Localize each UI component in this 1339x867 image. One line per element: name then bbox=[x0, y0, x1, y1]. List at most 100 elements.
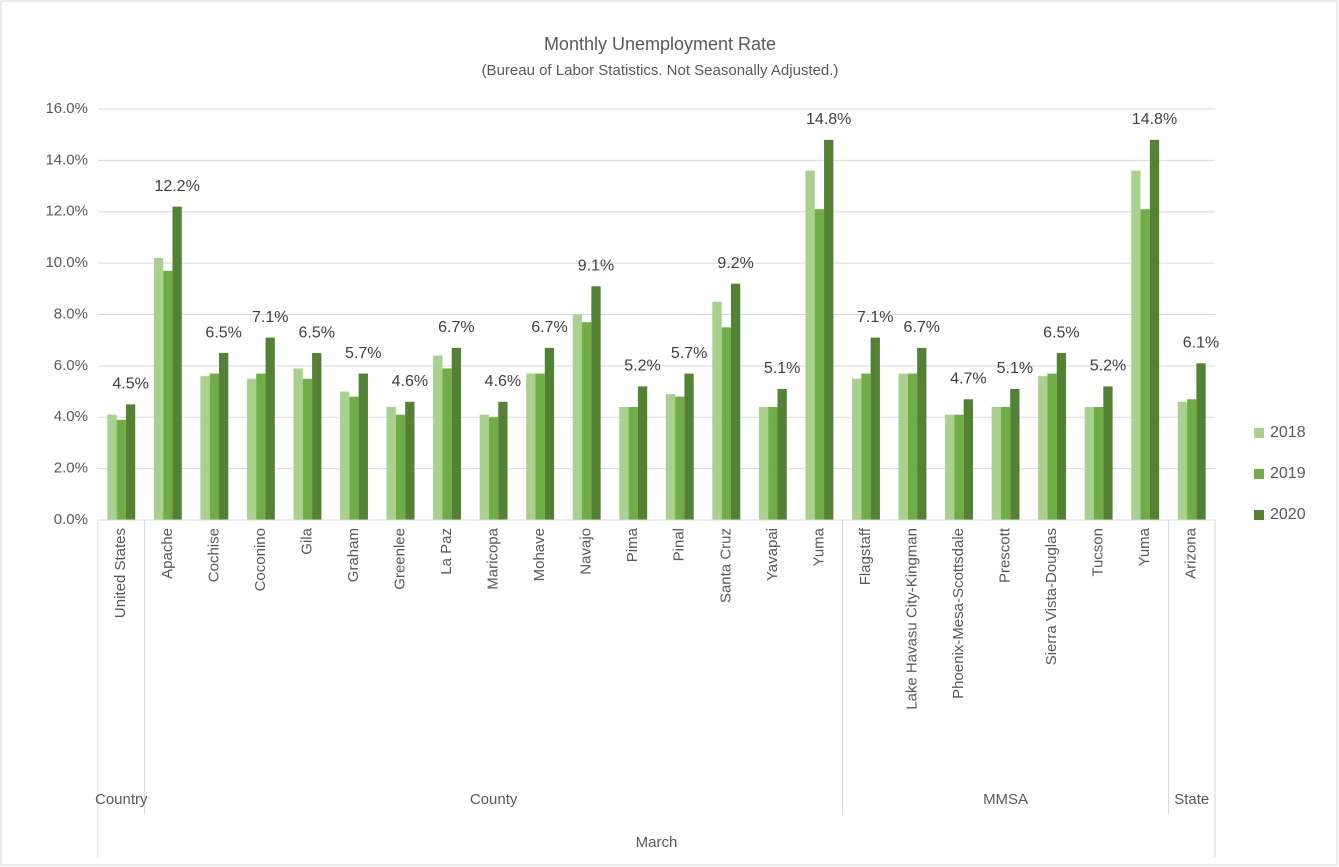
chart-title: Monthly Unemployment Rate bbox=[544, 34, 776, 54]
bar bbox=[265, 337, 275, 520]
data-label: 6.7% bbox=[531, 319, 567, 336]
bar bbox=[712, 301, 722, 520]
x-tick-label: Greenlee bbox=[391, 528, 408, 590]
data-label: 5.2% bbox=[1090, 358, 1126, 375]
x-tick-label: Flagstaff bbox=[857, 527, 874, 585]
x-tick-label: La Paz bbox=[438, 528, 455, 575]
bar bbox=[116, 419, 126, 520]
bar bbox=[163, 270, 173, 520]
data-label: 6.7% bbox=[904, 319, 940, 336]
bar bbox=[675, 396, 685, 520]
bar bbox=[991, 406, 1001, 520]
bar bbox=[861, 373, 871, 520]
x-tick-label: Maricopa bbox=[485, 527, 502, 589]
legend-label: 2020 bbox=[1270, 506, 1306, 523]
x-tick-label: Coconino bbox=[252, 528, 269, 591]
legend-swatch bbox=[1254, 469, 1264, 479]
bar bbox=[302, 378, 313, 520]
bar bbox=[1093, 406, 1104, 520]
bar bbox=[526, 373, 536, 520]
bar bbox=[619, 406, 629, 520]
bar bbox=[405, 401, 415, 520]
x-tick-label: Yuma bbox=[810, 527, 827, 566]
bar bbox=[730, 283, 741, 520]
data-label: 4.6% bbox=[392, 373, 428, 390]
data-label: 6.1% bbox=[1183, 335, 1219, 352]
bar bbox=[721, 327, 731, 520]
y-tick-label: 14.0% bbox=[45, 151, 88, 168]
bar bbox=[851, 378, 862, 520]
bar bbox=[1103, 386, 1113, 520]
bar bbox=[1056, 353, 1067, 520]
bar bbox=[805, 170, 815, 520]
x-tick-label: Cochise bbox=[205, 528, 222, 582]
x-tick-label: Graham bbox=[345, 528, 362, 582]
bar bbox=[219, 353, 229, 520]
bar bbox=[898, 373, 908, 520]
bar bbox=[246, 378, 257, 520]
x-tick-label: Phoenix-Mesa-Scottsdale bbox=[950, 528, 967, 699]
x-tick-label: Tucson bbox=[1090, 528, 1107, 577]
x-tick-label: Apache bbox=[159, 528, 176, 579]
x-tick-label: Arizona bbox=[1183, 527, 1200, 579]
bar bbox=[628, 406, 638, 520]
data-label: 5.7% bbox=[671, 345, 707, 362]
data-label: 12.2% bbox=[154, 178, 199, 195]
bar bbox=[340, 391, 350, 520]
y-tick-label: 4.0% bbox=[54, 408, 88, 425]
bar bbox=[451, 347, 462, 520]
x-tick-label: Prescott bbox=[997, 527, 1014, 583]
x-tick-label: Lake Havasu City-Kingman bbox=[903, 528, 920, 710]
bar bbox=[591, 286, 601, 520]
y-tick-label: 8.0% bbox=[54, 305, 88, 322]
x-tick-label: United States bbox=[112, 528, 129, 618]
bar bbox=[498, 401, 508, 520]
bar bbox=[824, 139, 834, 520]
data-label: 5.2% bbox=[624, 358, 660, 375]
bar bbox=[1084, 406, 1094, 520]
bar bbox=[349, 396, 359, 520]
group-label: Country bbox=[95, 791, 148, 808]
data-label: 4.7% bbox=[950, 370, 986, 387]
data-label: 4.6% bbox=[485, 373, 521, 390]
legend-swatch bbox=[1254, 428, 1264, 438]
y-tick-label: 12.0% bbox=[45, 203, 88, 220]
y-tick-label: 10.0% bbox=[45, 254, 88, 271]
bar bbox=[312, 353, 322, 520]
bar bbox=[1187, 399, 1197, 520]
bar bbox=[479, 414, 489, 520]
bar bbox=[442, 368, 452, 520]
bar bbox=[395, 414, 406, 520]
x-tick-label: Gila bbox=[298, 527, 315, 554]
bar bbox=[870, 337, 880, 520]
bar bbox=[386, 406, 396, 520]
bar bbox=[1196, 363, 1206, 520]
bar bbox=[200, 376, 210, 520]
legend-swatch bbox=[1254, 510, 1264, 520]
bar bbox=[665, 394, 676, 520]
bar bbox=[572, 314, 583, 520]
bar bbox=[945, 414, 955, 520]
bar bbox=[582, 322, 592, 520]
bar bbox=[917, 347, 927, 520]
data-label: 6.5% bbox=[299, 324, 335, 341]
data-label: 9.2% bbox=[717, 255, 753, 272]
bar bbox=[358, 373, 368, 520]
bar bbox=[172, 206, 182, 521]
bar bbox=[544, 347, 555, 520]
bar bbox=[1177, 401, 1188, 520]
bar bbox=[684, 373, 694, 520]
bar bbox=[153, 257, 164, 520]
bar bbox=[637, 386, 648, 520]
bar bbox=[1000, 406, 1011, 520]
bar bbox=[209, 373, 220, 520]
x-tick-label: Yuma bbox=[1136, 527, 1153, 566]
bar bbox=[125, 404, 136, 520]
y-tick-label: 6.0% bbox=[54, 357, 88, 374]
data-label: 6.5% bbox=[205, 324, 241, 341]
bar bbox=[907, 373, 918, 520]
bar bbox=[256, 373, 266, 520]
bar bbox=[1140, 209, 1150, 520]
x-tick-label: Yavapai bbox=[764, 528, 781, 581]
